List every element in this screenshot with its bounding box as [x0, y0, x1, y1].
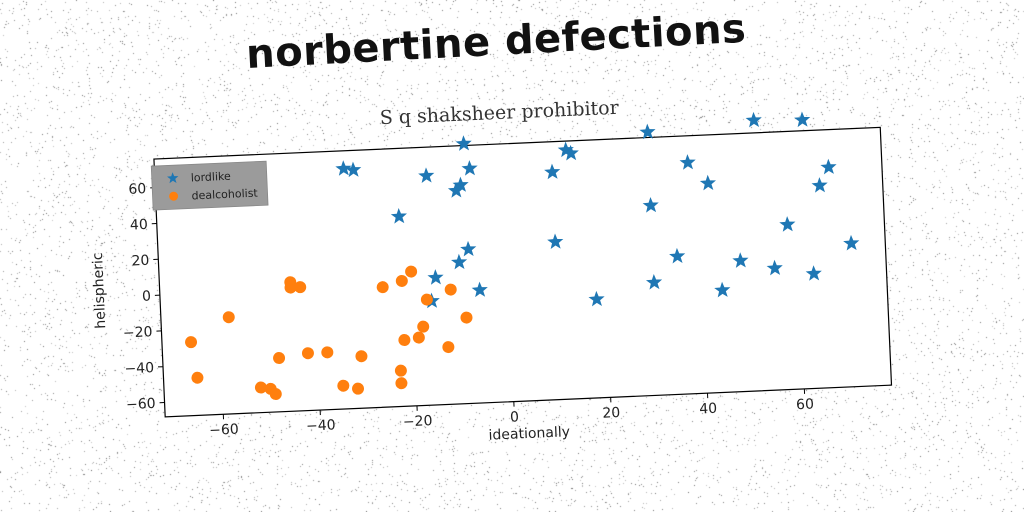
point-lordlike	[451, 253, 468, 270]
point-lordlike	[471, 281, 488, 298]
legend-marker-dealcoholist	[169, 191, 179, 201]
point-dealcoholist	[395, 274, 408, 287]
point-dealcoholist	[398, 334, 411, 347]
point-dealcoholist	[273, 352, 286, 365]
point-dealcoholist	[301, 347, 314, 360]
y-tick-label: 20	[131, 253, 150, 270]
point-lordlike	[427, 269, 444, 285]
point-lordlike	[679, 154, 696, 170]
y-tick-label: 40	[130, 217, 149, 234]
legend-box	[150, 160, 269, 211]
point-lordlike	[588, 290, 605, 307]
point-lordlike	[547, 233, 564, 250]
point-dealcoholist	[222, 311, 235, 324]
point-lordlike	[732, 252, 749, 268]
point-lordlike	[639, 123, 656, 140]
x-tick-label: −20	[403, 413, 433, 430]
point-dealcoholist	[405, 265, 418, 278]
x-tick-label: −40	[306, 417, 336, 434]
point-lordlike	[779, 216, 796, 232]
point-lordlike	[460, 240, 477, 257]
x-tick-label: 20	[602, 405, 621, 422]
point-dealcoholist	[294, 281, 307, 294]
legend: lordlike dealcoholist	[150, 160, 269, 211]
point-lordlike	[820, 158, 837, 175]
point-dealcoholist	[394, 364, 407, 377]
legend-label-lordlike: lordlike	[191, 170, 232, 185]
point-lordlike	[418, 167, 435, 183]
x-tick-label: 40	[699, 401, 718, 418]
point-lordlike	[562, 144, 579, 161]
point-dealcoholist	[284, 281, 297, 294]
data-points	[185, 111, 860, 401]
point-lordlike	[335, 160, 352, 176]
point-lordlike	[645, 273, 663, 290]
point-lordlike	[452, 176, 469, 193]
point-dealcoholist	[417, 320, 430, 333]
point-lordlike	[345, 161, 362, 178]
point-dealcoholist	[395, 377, 408, 390]
legend-label-dealcoholist: dealcoholist	[191, 187, 258, 203]
point-lordlike	[447, 182, 465, 198]
point-lordlike	[455, 135, 472, 151]
y-tick-label: −40	[124, 360, 154, 377]
point-dealcoholist	[444, 283, 457, 296]
plot-area	[153, 126, 893, 418]
y-axis-label: helispheric	[90, 252, 109, 329]
y-axis-ticks: −60 −40 −20 0 20 40 60	[123, 181, 165, 413]
point-lordlike	[766, 259, 783, 276]
y-tick-label: −60	[126, 396, 156, 413]
point-dealcoholist	[355, 350, 368, 363]
point-dealcoholist	[460, 311, 473, 324]
point-lordlike	[390, 208, 407, 224]
point-dealcoholist	[321, 346, 334, 359]
point-dealcoholist	[420, 293, 433, 306]
point-lordlike	[794, 111, 811, 128]
chart-subtitle: S q shaksheer prohibitor	[379, 97, 620, 129]
x-tick-label: 60	[796, 397, 815, 414]
point-lordlike	[699, 174, 716, 191]
point-lordlike	[714, 281, 731, 298]
point-lordlike	[805, 265, 822, 281]
point-dealcoholist	[376, 281, 389, 294]
point-dealcoholist	[337, 379, 350, 392]
point-lordlike	[811, 177, 828, 193]
point-lordlike	[669, 247, 686, 264]
x-axis-label: ideationally	[488, 424, 570, 444]
point-dealcoholist	[185, 336, 198, 349]
y-tick-label: −20	[123, 324, 153, 341]
x-tick-label: 0	[510, 409, 520, 425]
point-lordlike	[461, 160, 478, 176]
point-lordlike	[642, 197, 659, 213]
point-lordlike	[544, 163, 561, 180]
point-dealcoholist	[412, 331, 425, 344]
x-tick-label: −60	[209, 422, 239, 439]
point-dealcoholist	[269, 388, 282, 401]
point-lordlike	[843, 234, 860, 251]
point-dealcoholist	[442, 341, 455, 354]
point-dealcoholist	[191, 371, 204, 384]
point-lordlike	[745, 111, 762, 128]
legend-marker-lordlike	[167, 172, 179, 184]
point-dealcoholist	[254, 381, 267, 394]
point-dealcoholist	[352, 382, 365, 395]
y-tick-label: 60	[128, 181, 147, 198]
y-tick-label: 0	[142, 288, 152, 304]
x-axis-ticks: −60 −40 −20 0 20 40 60	[209, 388, 815, 439]
